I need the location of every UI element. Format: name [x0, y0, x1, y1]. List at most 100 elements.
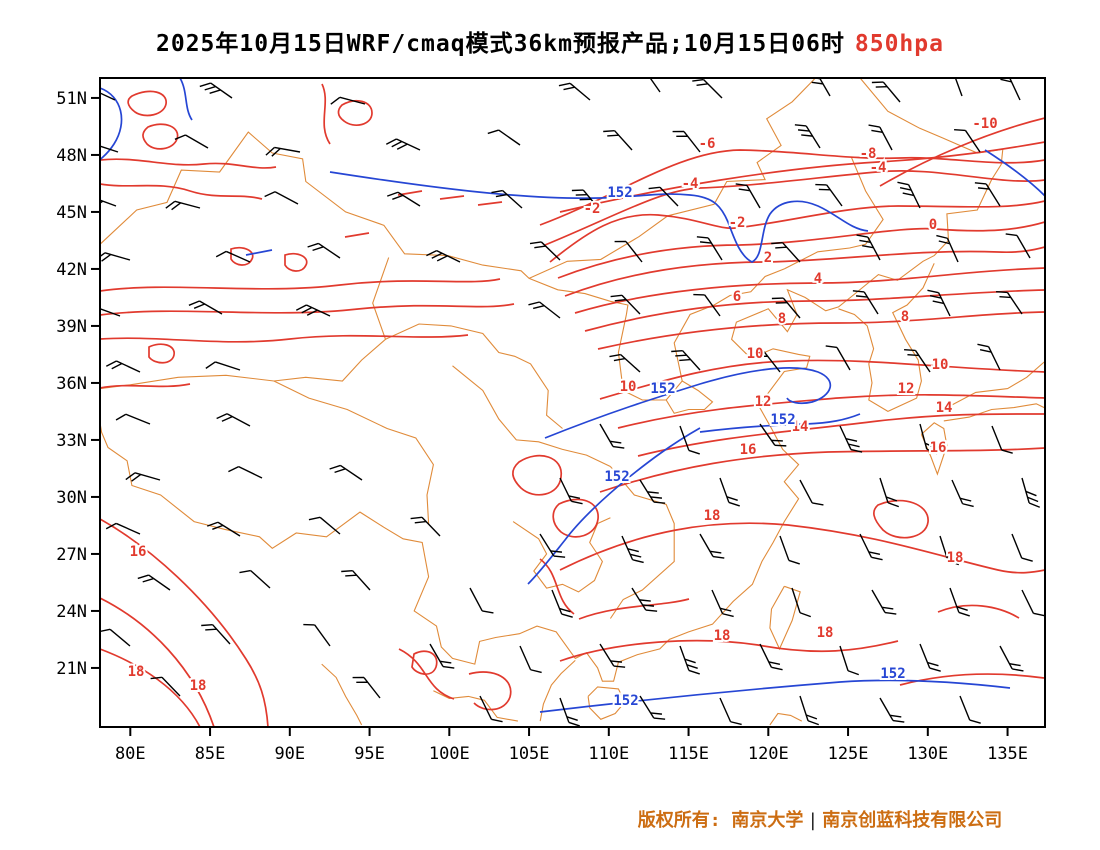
wind-barb-staff [683, 131, 701, 153]
wind-barb [303, 623, 331, 647]
height-contour [100, 87, 123, 161]
wind-barb-feather [875, 85, 888, 88]
wind-barb-feather [969, 719, 981, 724]
y-tick-label: 21N [56, 659, 87, 679]
temperature-contour [142, 123, 179, 150]
copyright-divider: | [807, 810, 819, 831]
wind-barb-feather [927, 661, 939, 667]
temperature-contour [539, 149, 1045, 226]
height-contour [544, 367, 832, 439]
temperature-contour [344, 232, 370, 238]
wind-barb-feather [201, 623, 213, 627]
temperature-contour-label: 16 [930, 440, 947, 456]
temperature-contour [937, 604, 1020, 619]
wind-barb-feather [692, 78, 704, 82]
y-tick-label: 39N [56, 317, 87, 337]
wind-barb-feather [650, 496, 663, 499]
wind-barb-staff [1016, 235, 1031, 259]
wind-barb [558, 82, 591, 101]
wind-barb-feather [1027, 496, 1039, 503]
wind-barb-staff [429, 643, 444, 667]
wind-barb-feather [205, 628, 217, 631]
temperature-contour [439, 195, 465, 200]
map-boundary [838, 263, 935, 413]
wind-barb-feather [947, 560, 959, 566]
wind-barb-staff [621, 294, 641, 315]
wind-barb-feather [775, 246, 787, 249]
wind-barb-feather [193, 303, 205, 309]
map-boundary [100, 78, 1004, 682]
wind-barb [571, 189, 601, 211]
temperature-contour-label: 18 [190, 678, 207, 694]
temperature-contour [574, 267, 1045, 314]
x-tick-label: 120E [748, 744, 789, 764]
wind-barb-feather [101, 253, 112, 262]
wind-barb-feather [818, 188, 831, 191]
temperature-contour-label: 14 [792, 419, 809, 435]
wind-barb-feather [439, 660, 452, 664]
temperature-contour [100, 334, 469, 343]
temperature-contour-label: 10 [747, 346, 764, 362]
wind-barb-feather [436, 255, 448, 262]
wind-barb-feather [845, 438, 858, 442]
wind-barb-feather [491, 718, 503, 723]
wind-barb-staff [250, 570, 271, 589]
wind-barb-staff [799, 695, 809, 721]
wind-barb [551, 589, 573, 618]
wind-barb-feather [563, 86, 575, 91]
wind-barb-feather [627, 548, 639, 553]
wind-barb [904, 348, 931, 373]
wind-barb [859, 533, 883, 561]
wind-barb-feather [977, 343, 989, 348]
wind-barb [385, 138, 421, 151]
wind-barb-feather [648, 186, 661, 190]
wind-barb-feather [676, 135, 688, 137]
wind-barb-staff [879, 697, 894, 721]
height-contour-label: 152 [770, 412, 795, 428]
wind-barb-staff [826, 184, 843, 207]
wind-barb-feather [105, 522, 117, 530]
wind-barb-feather [491, 189, 503, 194]
wind-barb [639, 695, 666, 720]
wind-barb [115, 413, 151, 425]
wind-barb-staff [659, 186, 679, 207]
wind-barb [648, 186, 679, 207]
wind-barb [599, 643, 626, 668]
wind-barb-feather [801, 134, 813, 137]
wind-barb-feather [693, 293, 705, 296]
wind-barb-feather [771, 241, 783, 245]
wind-barb-feather [712, 555, 725, 559]
wind-barb-feather [171, 202, 182, 211]
wind-barb [711, 589, 734, 618]
wind-barb-staff [319, 516, 341, 535]
temperature-contour [584, 289, 1045, 332]
y-tick-label: 24N [56, 602, 87, 622]
wind-barb-feather [387, 191, 399, 197]
wind-barb-feather [559, 607, 571, 613]
wind-barb-feather [100, 200, 104, 208]
wind-barb-feather [352, 676, 364, 679]
height-contour-label: 152 [607, 185, 632, 201]
wind-barb-feather [852, 290, 865, 293]
wind-barb-staff [479, 695, 493, 720]
wind-barb [954, 128, 981, 153]
wind-barb-feather [329, 464, 341, 470]
wind-barb-feather [571, 189, 584, 192]
wind-barb [469, 587, 494, 614]
wind-barb [614, 240, 643, 263]
wind-barb-feather [1009, 662, 1021, 667]
wind-barb-feather [312, 246, 324, 252]
wind-barb-feather [1001, 449, 1013, 454]
wind-barb-feather [561, 613, 573, 618]
wind-barb-feather [859, 239, 871, 244]
wind-barb-feather [88, 197, 98, 208]
wind-barb-feather [307, 242, 319, 248]
temperature-contour-label: 8 [778, 311, 786, 327]
wind-barb-feather [850, 448, 863, 453]
wind-barb-feather [684, 658, 696, 664]
wind-barb [856, 234, 881, 261]
wind-barb-feather [848, 443, 860, 448]
temperature-contour [100, 518, 269, 727]
wind-barb-staff [991, 425, 1003, 451]
